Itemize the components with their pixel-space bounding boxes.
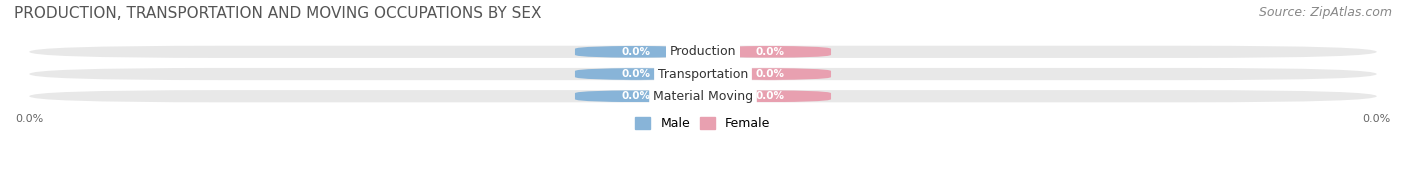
FancyBboxPatch shape — [30, 46, 1376, 58]
FancyBboxPatch shape — [575, 68, 696, 80]
FancyBboxPatch shape — [30, 90, 1376, 102]
FancyBboxPatch shape — [710, 68, 831, 80]
Legend: Male, Female: Male, Female — [630, 112, 776, 135]
Text: 0.0%: 0.0% — [756, 47, 785, 57]
Text: 0.0%: 0.0% — [621, 69, 650, 79]
Text: Material Moving: Material Moving — [652, 90, 754, 103]
Text: 0.0%: 0.0% — [756, 69, 785, 79]
FancyBboxPatch shape — [710, 90, 831, 102]
Text: Source: ZipAtlas.com: Source: ZipAtlas.com — [1258, 6, 1392, 19]
Text: Transportation: Transportation — [658, 68, 748, 81]
FancyBboxPatch shape — [710, 46, 831, 58]
Text: PRODUCTION, TRANSPORTATION AND MOVING OCCUPATIONS BY SEX: PRODUCTION, TRANSPORTATION AND MOVING OC… — [14, 6, 541, 21]
Text: 0.0%: 0.0% — [621, 91, 650, 101]
FancyBboxPatch shape — [575, 46, 696, 58]
Text: 0.0%: 0.0% — [756, 91, 785, 101]
Text: 0.0%: 0.0% — [621, 47, 650, 57]
FancyBboxPatch shape — [575, 90, 696, 102]
FancyBboxPatch shape — [30, 68, 1376, 80]
Text: Production: Production — [669, 45, 737, 58]
